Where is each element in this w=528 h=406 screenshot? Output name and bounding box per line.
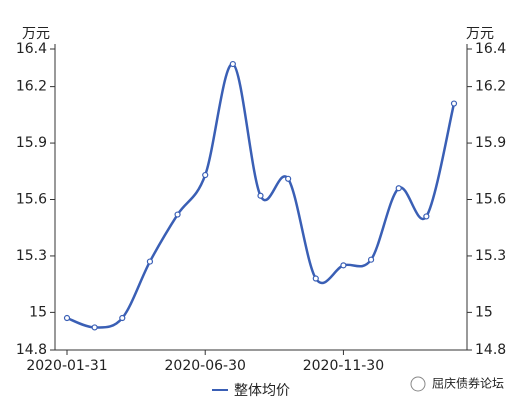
y2-tick-label: 16.4 bbox=[475, 41, 506, 57]
y-unit: 万元 bbox=[22, 26, 50, 42]
x-tick-label: 2020-11-30 bbox=[303, 358, 384, 374]
y2-unit: 万元 bbox=[466, 26, 494, 42]
watermark: 屈庆债券论坛 bbox=[432, 376, 504, 391]
y2-tick-label: 15.9 bbox=[475, 135, 506, 151]
point bbox=[146, 258, 154, 265]
point bbox=[229, 60, 236, 68]
y2-tick-label: 15.3 bbox=[475, 248, 506, 264]
point bbox=[174, 211, 181, 218]
y-tick-label: 15 bbox=[29, 304, 47, 320]
point bbox=[423, 213, 430, 220]
y2-tick-label: 16.2 bbox=[475, 79, 506, 95]
point bbox=[312, 275, 319, 282]
point bbox=[257, 192, 264, 199]
y2-tick-label: 15.6 bbox=[475, 192, 506, 208]
watermark-icon bbox=[410, 376, 426, 392]
y2-tick-label: 14.8 bbox=[475, 342, 506, 358]
point bbox=[202, 171, 209, 179]
x-tick-label: 2020-01-31 bbox=[26, 358, 107, 374]
x-tick-label: 2020-06-30 bbox=[165, 358, 246, 374]
point bbox=[450, 100, 458, 107]
point bbox=[91, 324, 98, 331]
y-tick-label: 15.9 bbox=[16, 135, 47, 151]
y-tick-label: 16.2 bbox=[16, 79, 47, 95]
point bbox=[285, 175, 292, 182]
y-tick-label: 14.8 bbox=[16, 342, 47, 358]
legend-label: 整体均价 bbox=[234, 383, 290, 399]
point bbox=[395, 185, 402, 192]
y-tick-label: 15.3 bbox=[16, 248, 47, 264]
point bbox=[340, 262, 347, 269]
point bbox=[367, 256, 375, 263]
y2-tick-label: 15 bbox=[475, 304, 493, 320]
point bbox=[63, 314, 71, 322]
y-tick-label: 16.4 bbox=[16, 41, 47, 57]
point bbox=[119, 314, 126, 322]
y-tick-label: 15.6 bbox=[16, 192, 47, 208]
